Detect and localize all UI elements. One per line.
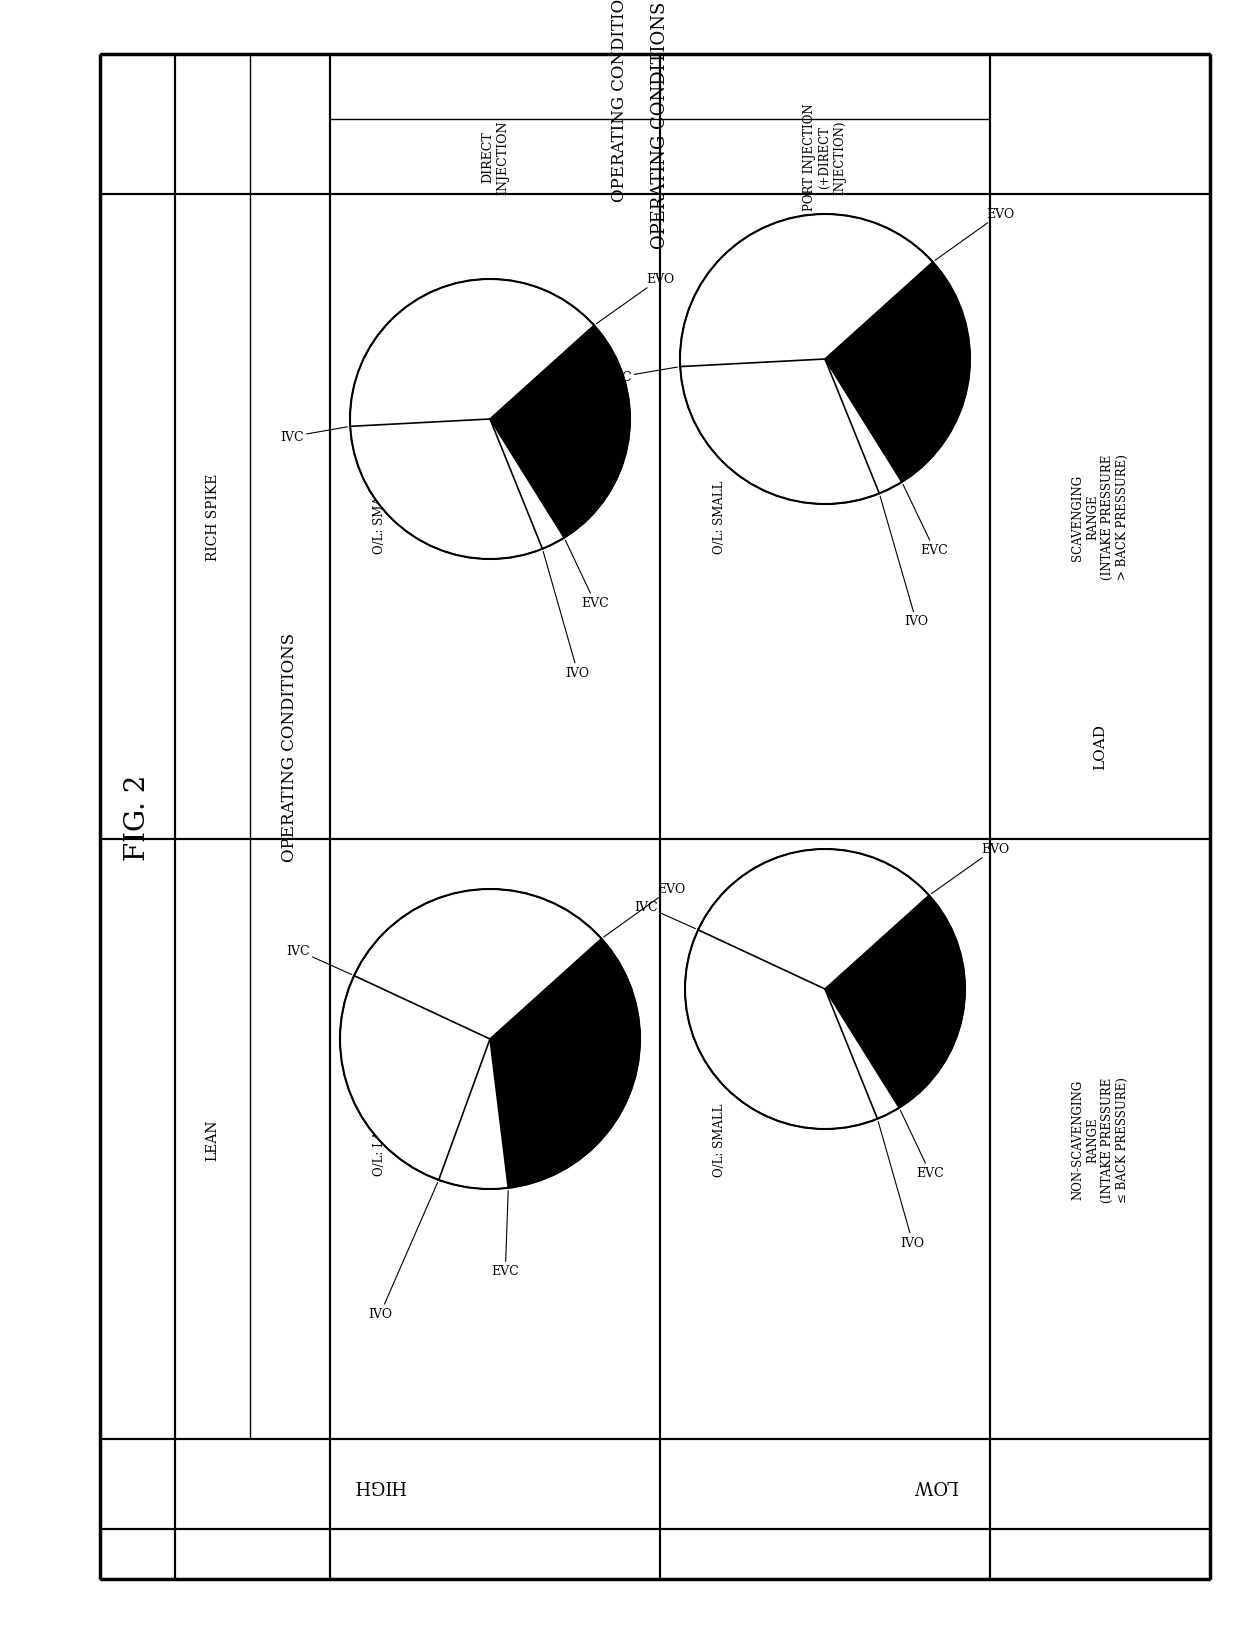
Circle shape [684, 849, 965, 1130]
Text: O/L: SMALL: O/L: SMALL [373, 481, 387, 554]
Text: O/L: SMALL: O/L: SMALL [713, 481, 727, 554]
Text: IVO: IVO [880, 497, 929, 628]
Wedge shape [351, 280, 594, 559]
Text: LOW: LOW [913, 1475, 957, 1493]
Text: IVO: IVO [368, 1183, 438, 1320]
Text: IVO: IVO [543, 553, 590, 680]
Text: IVC: IVC [635, 901, 696, 929]
Circle shape [340, 890, 640, 1190]
Circle shape [680, 215, 970, 505]
Text: IVC: IVC [286, 944, 351, 975]
Text: SCAVENGING
RANGE
(INTAKE PRESSURE
> BACK PRESSURE): SCAVENGING RANGE (INTAKE PRESSURE > BACK… [1071, 455, 1128, 580]
Circle shape [350, 280, 630, 559]
Text: HIGH: HIGH [353, 1475, 407, 1493]
Text: EVC: EVC [900, 1110, 944, 1178]
Text: O/L: LARGE: O/L: LARGE [373, 1104, 387, 1175]
Wedge shape [341, 890, 601, 1188]
Text: FIG. 2: FIG. 2 [124, 774, 151, 861]
Text: RICH SPIKE: RICH SPIKE [206, 474, 219, 561]
Text: EVO: EVO [935, 209, 1014, 261]
Wedge shape [686, 851, 929, 1128]
Text: IVC: IVC [608, 368, 677, 385]
Text: LEAN: LEAN [206, 1118, 219, 1161]
Text: IVC: IVC [280, 427, 347, 443]
Wedge shape [681, 215, 932, 504]
Text: OPERATING CONDITIONS: OPERATING CONDITIONS [651, 2, 670, 248]
Text: NON-SCAVENGING
RANGE
(INTAKE PRESSURE
≤ BACK PRESSURE): NON-SCAVENGING RANGE (INTAKE PRESSURE ≤ … [1071, 1076, 1128, 1203]
Text: IVO: IVO [878, 1121, 925, 1249]
Text: LOAD: LOAD [1092, 724, 1107, 769]
Text: EVC: EVC [903, 486, 947, 556]
Text: EVO: EVO [604, 882, 686, 937]
Text: O/L: SMALL: O/L: SMALL [713, 1102, 727, 1175]
Text: EVC: EVC [565, 541, 609, 610]
Text: OPERATING CONDITIONS: OPERATING CONDITIONS [281, 632, 299, 862]
Text: EVO: EVO [931, 843, 1009, 895]
Text: OPERATING CONDITIONS: OPERATING CONDITIONS [611, 0, 629, 202]
Text: EVO: EVO [596, 272, 675, 324]
Text: EVC: EVC [491, 1192, 520, 1278]
Text: DIRECT
INJECTION: DIRECT INJECTION [481, 121, 508, 194]
Text: PORT INJECTION
(+DIRECT
INJECTION): PORT INJECTION (+DIRECT INJECTION) [804, 104, 847, 212]
